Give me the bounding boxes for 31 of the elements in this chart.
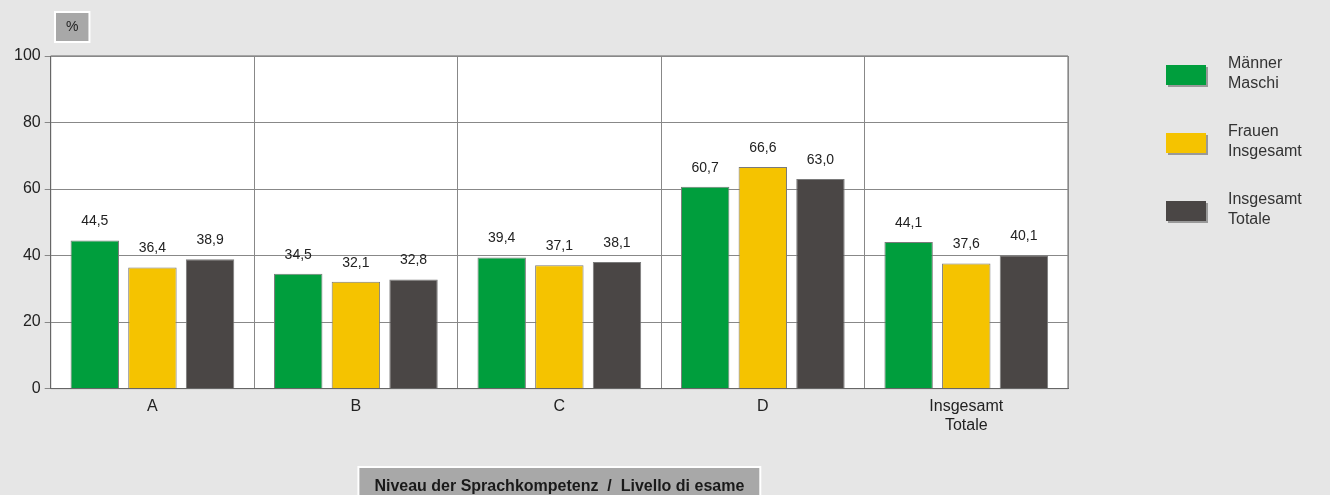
legend-label: Männer Maschi xyxy=(1228,54,1283,92)
x-tick-label: Insgesamt Totale xyxy=(929,396,1004,433)
data-label: 37,1 xyxy=(545,237,574,254)
data-label: 38,1 xyxy=(603,233,631,250)
data-label: 34,5 xyxy=(284,245,313,262)
x-axis-title: Niveau der Sprachkompetenz / Livello di esame xyxy=(374,477,745,495)
y-tick-label: 40 xyxy=(22,245,41,263)
legend-label: Insgesamt Totale xyxy=(1228,190,1303,228)
y-tick-label: 100 xyxy=(13,46,41,64)
data-label: 32,1 xyxy=(342,253,370,270)
data-label: 63,0 xyxy=(806,150,835,167)
x-tick-label: A xyxy=(147,396,159,414)
y-tick-label: 0 xyxy=(31,379,41,397)
legend-label: Frauen Insgesamt xyxy=(1228,122,1303,160)
y-tick-label: 60 xyxy=(22,179,41,197)
data-label: 44,1 xyxy=(895,213,923,230)
data-label: 40,1 xyxy=(1010,227,1038,244)
data-label: 36,4 xyxy=(138,239,167,256)
y-tick-label: 80 xyxy=(22,112,41,130)
y-tick-label: 20 xyxy=(22,312,41,330)
data-label: 37,6 xyxy=(952,235,981,252)
data-label: 66,6 xyxy=(749,138,777,155)
data-label: 39,4 xyxy=(488,229,516,246)
data-label: 38,9 xyxy=(196,231,224,248)
x-tick-label: C xyxy=(553,396,566,414)
data-label: 60,7 xyxy=(691,158,719,175)
data-label: 32,8 xyxy=(399,251,428,268)
x-tick-label: B xyxy=(350,396,362,414)
x-tick-label: D xyxy=(757,396,769,414)
data-label: 44,5 xyxy=(81,212,109,229)
y-axis-title: % xyxy=(66,17,79,34)
